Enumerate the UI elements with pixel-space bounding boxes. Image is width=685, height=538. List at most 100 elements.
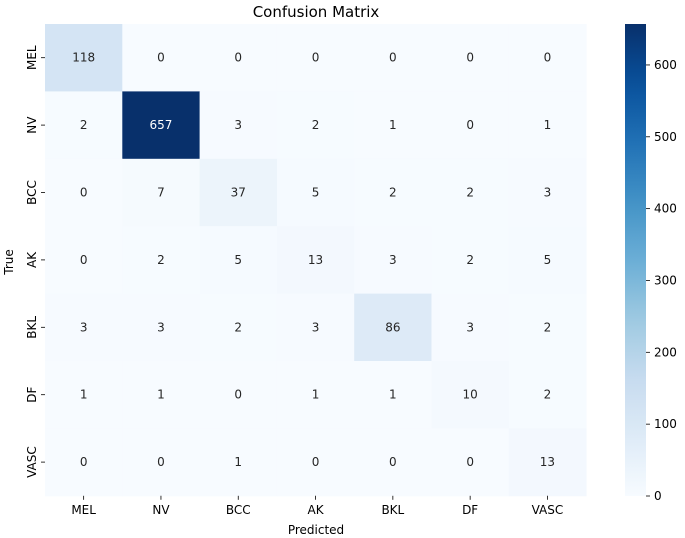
cell-value-label: 3: [312, 320, 320, 334]
heatmap-cell: [508, 361, 587, 429]
y-tick-label: BKL: [25, 316, 39, 339]
heatmap-cell: [45, 226, 123, 295]
heatmap-cell: [122, 428, 201, 497]
heatmap-cell: [508, 158, 587, 227]
cell-value-label: 0: [312, 51, 320, 65]
colorbar-gradient: [625, 24, 646, 496]
cell-value-label: 2: [234, 320, 242, 334]
y-tick-label: MEL: [25, 45, 39, 70]
heatmap-cell: [122, 91, 201, 160]
cell-value-label: 86: [385, 320, 400, 334]
heatmap-cell: [276, 158, 355, 227]
cell-value-label: 118: [72, 51, 95, 65]
heatmap-cell: [431, 226, 510, 295]
cell-value-label: 1: [389, 118, 397, 132]
chart-title: Confusion Matrix: [253, 3, 380, 21]
heatmap-cell: [508, 293, 587, 362]
cell-value-label: 3: [157, 320, 165, 334]
heatmap-cell: [431, 24, 510, 92]
y-axis-ticks: MEL NV BCC AK BKL DF VASC: [25, 45, 45, 478]
cell-value-label: 3: [466, 320, 474, 334]
x-tick-label: AK: [308, 503, 325, 517]
heatmap-cell: [354, 226, 432, 295]
cell-value-label: 3: [389, 253, 397, 267]
cell-value-label: 0: [157, 455, 165, 469]
cell-value-label: 1: [234, 455, 242, 469]
x-axis-ticks: MEL NV BCC AK BKL DF VASC: [71, 495, 564, 517]
cell-value-label: 0: [234, 388, 242, 402]
x-tick-label: VASC: [532, 503, 564, 517]
heatmap-cell: [45, 91, 123, 160]
heatmap-cell: [199, 91, 278, 160]
colorbar-tick-label: 200: [654, 345, 677, 359]
colorbar-tick-label: 300: [654, 273, 677, 287]
heatmap-cells: 118 0 0 0 0 0 02 657 3 2 1 0 10 7 37 5 2 2 30 2 5 13 3 2 53 3 2 3 86…: [45, 24, 587, 497]
heatmap-cell: [122, 24, 201, 92]
heatmap-cell: [508, 91, 587, 160]
cell-value-label: 1: [80, 388, 88, 402]
cell-value-label: 2: [389, 186, 397, 200]
heatmap-cell: [431, 361, 510, 429]
x-axis-label: Predicted: [288, 523, 344, 537]
cell-value-label: 0: [466, 118, 474, 132]
cell-value-label: 5: [312, 186, 320, 200]
cell-value-label: 1: [157, 388, 165, 402]
cell-value-label: 1: [312, 388, 320, 402]
heatmap-cell: [199, 361, 278, 429]
y-tick-label: BCC: [25, 180, 39, 205]
heatmap-cell: [276, 293, 355, 362]
cell-value-label: 2: [466, 253, 474, 267]
heatmap-cell: [199, 293, 278, 362]
heatmap-cell: [354, 293, 432, 362]
colorbar-tick-label: 600: [654, 58, 677, 72]
heatmap-cell: [431, 158, 510, 227]
heatmap-cell: [45, 428, 123, 497]
cell-value-label: 0: [80, 253, 88, 267]
cell-value-label: 3: [80, 320, 88, 334]
cell-value-label: 1: [389, 388, 397, 402]
cell-value-label: 0: [389, 455, 397, 469]
colorbar: 0 100 200 300 400 500 600: [625, 24, 677, 503]
colorbar-tick-label: 500: [654, 130, 677, 144]
heatmap-cell: [199, 24, 278, 92]
heatmap-cell: [276, 24, 355, 92]
heatmap-cell: [508, 226, 587, 295]
heatmap-cell: [276, 226, 355, 295]
heatmap-cell: [45, 24, 123, 92]
cell-value-label: 657: [149, 118, 172, 132]
cell-value-label: 37: [231, 186, 246, 200]
cell-value-label: 13: [540, 455, 555, 469]
heatmap-cell: [45, 158, 123, 227]
x-tick-label: BCC: [226, 503, 251, 517]
heatmap-cell: [199, 158, 278, 227]
y-tick-label: AK: [25, 251, 39, 268]
cell-value-label: 10: [463, 388, 478, 402]
heatmap-cell: [354, 24, 432, 92]
heatmap-cell: [508, 24, 587, 92]
cell-value-label: 2: [544, 320, 552, 334]
cell-value-label: 0: [466, 51, 474, 65]
cell-value-label: 0: [312, 455, 320, 469]
heatmap-cell: [45, 361, 123, 429]
heatmap-cell: [354, 361, 432, 429]
cell-value-label: 2: [80, 118, 88, 132]
heatmap-cell: [276, 361, 355, 429]
cell-value-label: 0: [466, 455, 474, 469]
cell-value-label: 5: [234, 253, 242, 267]
heatmap-cell: [354, 91, 432, 160]
heatmap-cell: [354, 428, 432, 497]
cell-value-label: 2: [157, 253, 165, 267]
heatmap-cell: [354, 158, 432, 227]
heatmap-cell: [122, 226, 201, 295]
y-axis-label: True: [2, 249, 16, 276]
cell-value-label: 0: [80, 186, 88, 200]
cell-value-label: 0: [157, 51, 165, 65]
y-tick-label: DF: [25, 387, 39, 403]
heatmap-cell: [122, 361, 201, 429]
heatmap-cell: [276, 91, 355, 160]
heatmap-cell: [276, 428, 355, 497]
colorbar-tick-label: 0: [654, 489, 662, 503]
heatmap-cell: [45, 293, 123, 362]
heatmap-cell: [431, 91, 510, 160]
